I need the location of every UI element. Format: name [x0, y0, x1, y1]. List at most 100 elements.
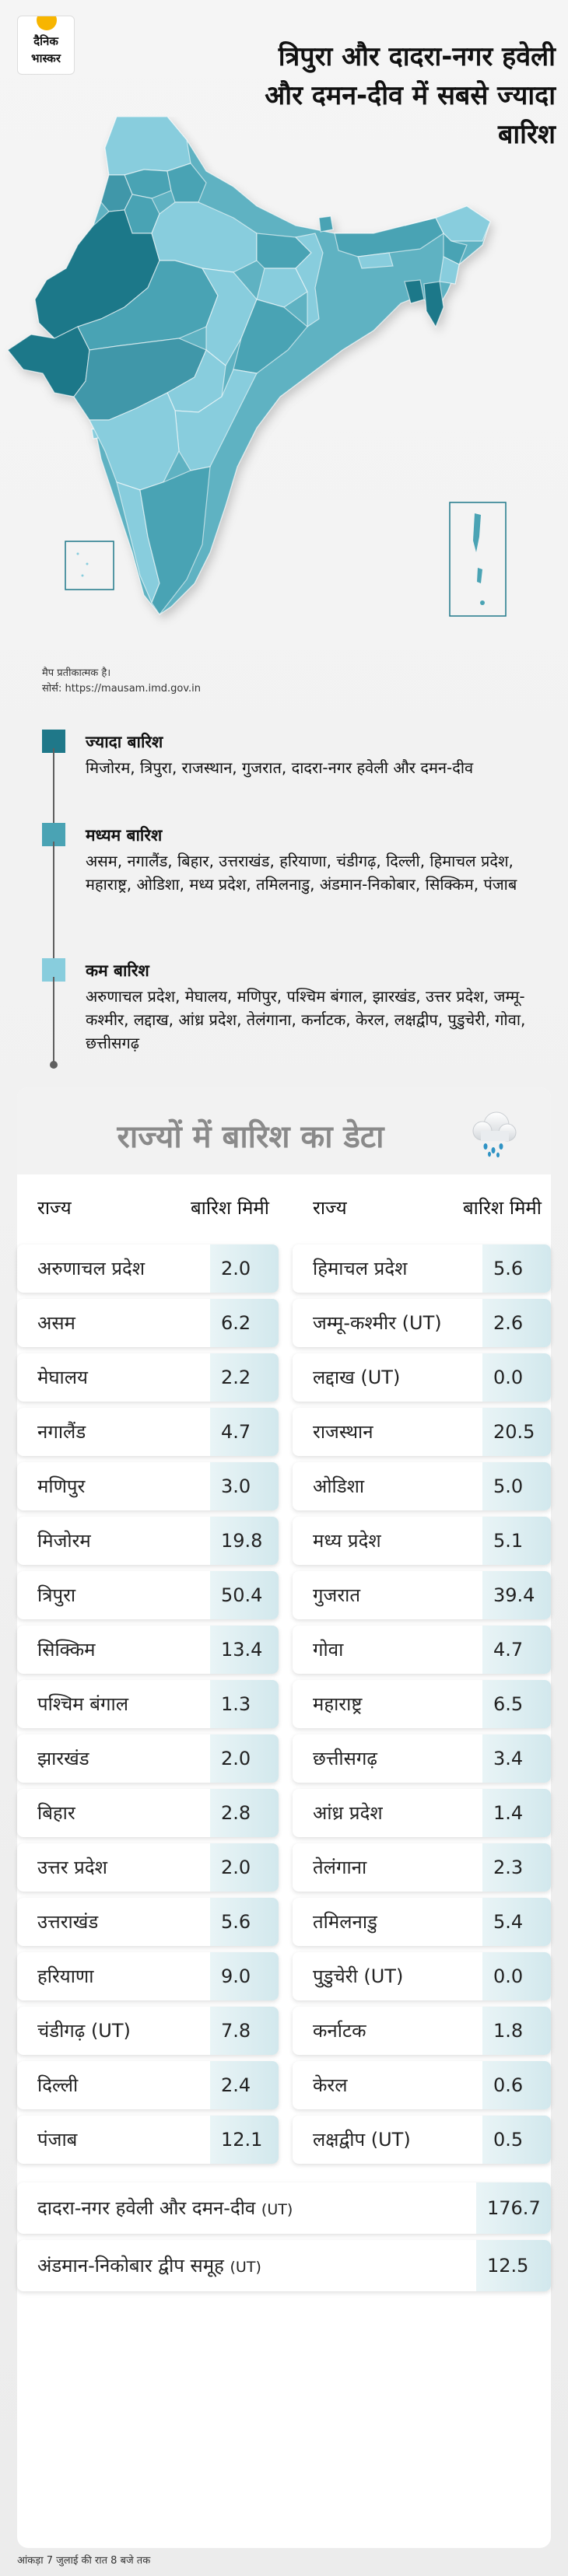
- state-name: चंडीगढ़ (UT): [37, 2020, 131, 2042]
- rain-value: 4.7: [210, 1408, 279, 1456]
- rain-value: 1.4: [482, 1789, 551, 1837]
- state-name: झारखंड: [37, 1748, 89, 1769]
- table-row: पश्चिम बंगाल 1.3: [17, 1680, 279, 1728]
- table-row: तमिलनाडु 5.4: [293, 1898, 551, 1946]
- rain-value: 12.1: [210, 2116, 279, 2164]
- data-timestamp-note: आंकड़ा 7 जुलाई की रात 8 बजे तक: [17, 2555, 151, 2567]
- table-row-wide: अंडमान-निकोबार द्वीप समूह (UT) 12.5: [17, 2240, 551, 2291]
- table-row: अरुणाचल प्रदेश 2.0: [17, 1244, 279, 1293]
- table-row: छत्तीसगढ़ 3.4: [293, 1734, 551, 1783]
- rain-value: 3.4: [482, 1734, 551, 1783]
- table-row: गुजरात 39.4: [293, 1571, 551, 1619]
- rain-value: 2.8: [210, 1789, 279, 1837]
- state-name: गोवा: [313, 1639, 344, 1661]
- state-name: पंजाब: [37, 2129, 78, 2151]
- state-name: गुजरात: [313, 1584, 361, 1606]
- state-name: उत्तर प्रदेश: [37, 1857, 107, 1878]
- right-column-header: राज्य बारिश मिमी: [293, 1174, 551, 1230]
- rain-value: 176.7: [476, 2182, 551, 2234]
- state-name: अंडमान-निकोबार द्वीप समूह (UT): [37, 2255, 261, 2277]
- table-row: उत्तराखंड 5.6: [17, 1898, 279, 1946]
- legend-medium-title: मध्यम बारिश: [86, 826, 163, 845]
- rain-value: 0.5: [482, 2116, 551, 2164]
- state-assam: [334, 217, 444, 257]
- map-disclaimer: मैप प्रतीकात्मक है।: [42, 667, 111, 679]
- andaman-inset: [449, 502, 507, 617]
- state-mizoram: [423, 281, 444, 328]
- rain-value: 0.0: [482, 1952, 551, 2000]
- rain-value: 5.6: [482, 1244, 551, 1293]
- rain-value: 7.8: [210, 2007, 279, 2055]
- rain-value: 5.0: [482, 1462, 551, 1510]
- data-title-band: [17, 1087, 551, 1174]
- state-arunachal: [404, 205, 491, 242]
- legend-connector: [53, 842, 54, 972]
- rain-value: 20.5: [482, 1408, 551, 1456]
- rain-value: 50.4: [210, 1571, 279, 1619]
- table-row: आंध्र प्रदेश 1.4: [293, 1789, 551, 1837]
- data-table-title: राज्यों में बारिश का डेटा: [117, 1119, 384, 1155]
- headline: त्रिपुरा और दादरा-नगर हवेली और दमन-दीव म…: [265, 41, 556, 150]
- table-row: लक्षद्वीप (UT) 0.5: [293, 2116, 551, 2164]
- table-row: मणिपुर 3.0: [17, 1462, 279, 1510]
- table-row: हरियाणा 9.0: [17, 1952, 279, 2000]
- table-row: उत्तर प्रदेश 2.0: [17, 1843, 279, 1892]
- rain-value: 0.0: [482, 1353, 551, 1402]
- india-rainfall-map: [0, 116, 568, 653]
- rain-value: 39.4: [482, 1571, 551, 1619]
- rain-value: 6.5: [482, 1680, 551, 1728]
- rain-value: 1.8: [482, 2007, 551, 2055]
- state-name: दादरा-नगर हवेली और दमन-दीव (UT): [37, 2197, 293, 2219]
- legend-high-states: मिजोरम, त्रिपुरा, राजस्थान, गुजरात, दादर…: [86, 758, 474, 777]
- table-row: बिहार 2.8: [17, 1789, 279, 1837]
- rain-value: 9.0: [210, 1952, 279, 2000]
- state-name: मिजोरम: [37, 1530, 91, 1552]
- state-jk-ladakh: [104, 116, 191, 176]
- table-row: सिक्किम 13.4: [17, 1626, 279, 1674]
- col-rain-header: बारिश मिमी: [462, 1197, 542, 1219]
- sun-logo-icon: [37, 16, 57, 30]
- table-row: नगालैंड 4.7: [17, 1408, 279, 1456]
- map-note: मैप प्रतीकात्मक है। सोर्स: https://mausa…: [42, 666, 201, 697]
- legend-low-title: कम बारिश: [86, 961, 149, 980]
- state-name: तमिलनाडु: [313, 1911, 377, 1933]
- state-andhra: [174, 369, 258, 471]
- table-row: लद्दाख (UT) 0.0: [293, 1353, 551, 1402]
- state-name: कर्नाटक: [313, 2020, 366, 2042]
- legend-dot: [50, 1061, 58, 1069]
- rain-value: 2.0: [210, 1734, 279, 1783]
- state-tamilnadu: [139, 466, 211, 616]
- legend-medium-states: असम, नगालैंड, बिहार, उत्तराखंड, हरियाणा,…: [86, 852, 517, 894]
- state-nagaland: [443, 232, 468, 265]
- state-name: अरुणाचल प्रदेश: [37, 1258, 146, 1279]
- rain-cloud-icon: [472, 1111, 517, 1157]
- state-name: मेघालय: [37, 1367, 88, 1388]
- table-row: तेलंगाना 2.3: [293, 1843, 551, 1892]
- rain-value: 2.0: [210, 1244, 279, 1293]
- table-row: महाराष्ट्र 6.5: [293, 1680, 551, 1728]
- state-name: लद्दाख (UT): [313, 1367, 401, 1388]
- table-row: पुडुचेरी (UT) 0.0: [293, 1952, 551, 2000]
- rain-value: 19.8: [210, 1517, 279, 1565]
- legend-high: ज्यादा बारिश मिजोरम, त्रिपुरा, राजस्थान,…: [42, 730, 540, 832]
- state-name: राजस्थान: [313, 1421, 373, 1443]
- table-row: मेघालय 2.2: [17, 1353, 279, 1402]
- logo-line-1: दैनिक: [33, 34, 58, 48]
- table-row: राजस्थान 20.5: [293, 1408, 551, 1456]
- state-name: हिमाचल प्रदेश: [313, 1258, 408, 1279]
- state-name: त्रिपुरा: [37, 1584, 76, 1606]
- rain-value: 2.3: [482, 1843, 551, 1892]
- rain-value: 5.1: [482, 1517, 551, 1565]
- rain-value: 3.0: [210, 1462, 279, 1510]
- table-row: चंडीगढ़ (UT) 7.8: [17, 2007, 279, 2055]
- state-tripura: [404, 279, 425, 304]
- legend-medium: मध्यम बारिश असम, नगालैंड, बिहार, उत्तराख…: [42, 823, 540, 975]
- state-name: पुडुचेरी (UT): [313, 1965, 404, 1987]
- table-row: केरल 0.6: [293, 2061, 551, 2109]
- state-name: महाराष्ट्र: [313, 1693, 363, 1715]
- table-row: असम 6.2: [17, 1299, 279, 1347]
- table-row: पंजाब 12.1: [17, 2116, 279, 2164]
- table-row: झारखंड 2.0: [17, 1734, 279, 1783]
- table-row: हिमाचल प्रदेश 5.6: [293, 1244, 551, 1293]
- dainik-bhaskar-logo: दैनिक भास्कर: [17, 16, 75, 75]
